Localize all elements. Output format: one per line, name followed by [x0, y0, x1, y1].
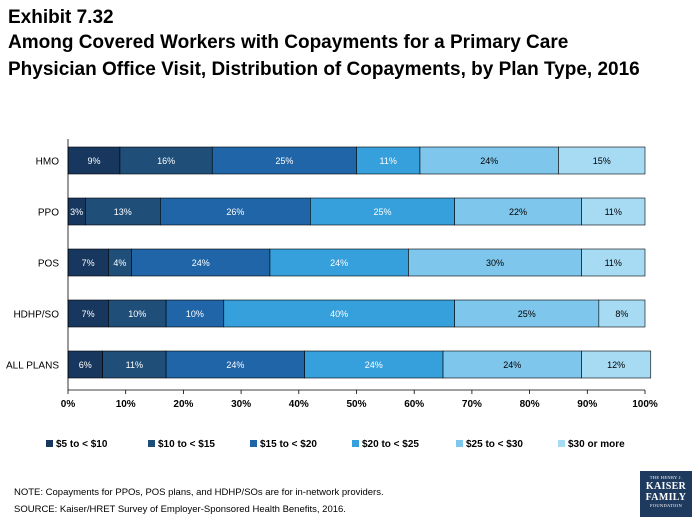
x-tick-label: 40%: [289, 399, 309, 410]
bar-segment: [119, 146, 213, 175]
data-label: 24%: [365, 360, 383, 370]
legend-swatch: [148, 440, 155, 447]
bar-segment: [211, 146, 357, 175]
data-label: 10%: [186, 309, 204, 319]
x-tick-label: 30%: [231, 399, 251, 410]
data-label: 9%: [87, 156, 100, 166]
data-label: 4%: [113, 258, 126, 268]
legend-label: $10 to < $15: [158, 439, 215, 450]
logo-top-text: THE HENRY J.: [649, 475, 683, 480]
data-label: 24%: [192, 258, 210, 268]
data-label: 40%: [330, 309, 348, 319]
category-label: HMO: [36, 157, 60, 168]
logo-name-line-1: KAISER: [645, 481, 687, 492]
data-label: 11%: [126, 360, 143, 370]
title-block: Exhibit 7.32 Among Covered Workers with …: [8, 6, 693, 83]
notes: NOTE: Copayments for PPOs, POS plans, an…: [14, 484, 384, 518]
kaiser-family-foundation-logo: THE HENRY J. KAISER FAMILY FOUNDATION: [640, 471, 692, 517]
category-label: POS: [38, 259, 59, 270]
bar-segment: [598, 299, 646, 328]
data-label: 24%: [480, 156, 498, 166]
category-label: ALL PLANS: [6, 361, 59, 372]
chart-title-line-1: Among Covered Workers with Copayments fo…: [8, 32, 569, 53]
x-tick-label: 50%: [346, 399, 366, 410]
data-label: 11%: [605, 258, 622, 268]
legend-label: $25 to < $30: [466, 439, 523, 450]
bar-segment: [67, 248, 109, 277]
chart-title-line-2: Physician Office Visit, Distribution of …: [8, 59, 640, 80]
x-tick-label: 10%: [116, 399, 136, 410]
data-label: 30%: [486, 258, 504, 268]
bar-segment: [160, 197, 311, 226]
bar-segment: [131, 248, 271, 277]
bar-segment: [581, 248, 646, 277]
legend-label: $5 to < $10: [56, 439, 108, 450]
data-label: 11%: [380, 156, 397, 166]
stacked-bar-chart: HMO 9% 16% 25% 11% 24% 15% PPO 3% 13% 26% 25% 22% 11%…: [6, 139, 658, 450]
data-label: 13%: [114, 207, 132, 217]
bar-segment: [269, 248, 409, 277]
logo-bottom-text: FOUNDATION: [650, 503, 682, 508]
legend-label: $15 to < $20: [260, 439, 317, 450]
note-text: NOTE: Copayments for PPOs, POS plans, an…: [14, 487, 384, 498]
legend-swatch: [352, 440, 359, 447]
x-tick-label: 90%: [577, 399, 597, 410]
data-label: 22%: [509, 207, 527, 217]
legend-label: $20 to < $25: [362, 439, 419, 450]
x-tick-label: 70%: [462, 399, 482, 410]
bar-segment: [581, 197, 646, 226]
x-tick-label: 80%: [520, 399, 540, 410]
bar-segment: [454, 299, 600, 328]
x-tick-label: 60%: [404, 399, 424, 410]
data-label: 7%: [82, 258, 95, 268]
legend-swatch: [250, 440, 257, 447]
data-label: 26%: [226, 207, 244, 217]
exhibit-number: Exhibit 7.32: [8, 7, 114, 28]
bar-segment: [310, 197, 455, 226]
data-label: 24%: [330, 258, 348, 268]
bar-segment: [223, 299, 455, 328]
data-label: 24%: [503, 360, 521, 370]
bar-segment: [419, 146, 559, 175]
bar-segment: [165, 350, 305, 379]
data-label: 25%: [275, 156, 293, 166]
bar-segment: [108, 299, 167, 328]
bar-segment: [581, 350, 652, 379]
legend-swatch: [456, 440, 463, 447]
data-label: 8%: [615, 309, 628, 319]
legend-swatch: [46, 440, 53, 447]
data-label: 25%: [518, 309, 536, 319]
bar-segment: [85, 197, 161, 226]
bar-segment: [408, 248, 582, 277]
bar-segment: [102, 350, 167, 379]
source-text: SOURCE: Kaiser/HRET Survey of Employer-S…: [14, 504, 346, 515]
data-label: 12%: [607, 360, 625, 370]
legend-label: $30 or more: [568, 439, 625, 450]
data-label: 7%: [82, 309, 95, 319]
category-label: PPO: [38, 208, 59, 219]
bar-segment: [558, 146, 646, 175]
bar-segment: [356, 146, 421, 175]
logo-name-line-2: FAMILY: [645, 492, 687, 503]
category-label: HDHP/SO: [13, 310, 59, 321]
x-tick-label: 20%: [173, 399, 193, 410]
data-label: 6%: [79, 360, 92, 370]
legend-swatch: [558, 440, 565, 447]
data-label: 11%: [605, 207, 622, 217]
data-label: 24%: [226, 360, 244, 370]
data-label: 16%: [157, 156, 175, 166]
data-label: 10%: [128, 309, 146, 319]
bar-segment: [165, 299, 225, 328]
x-tick-label: 100%: [632, 399, 658, 410]
data-label: 3%: [70, 207, 83, 217]
bar-segment: [67, 146, 121, 175]
bar-segment: [304, 350, 444, 379]
bar-segment: [442, 350, 582, 379]
data-label: 25%: [373, 207, 391, 217]
data-label: 15%: [593, 156, 611, 166]
x-tick-label: 0%: [61, 399, 76, 410]
